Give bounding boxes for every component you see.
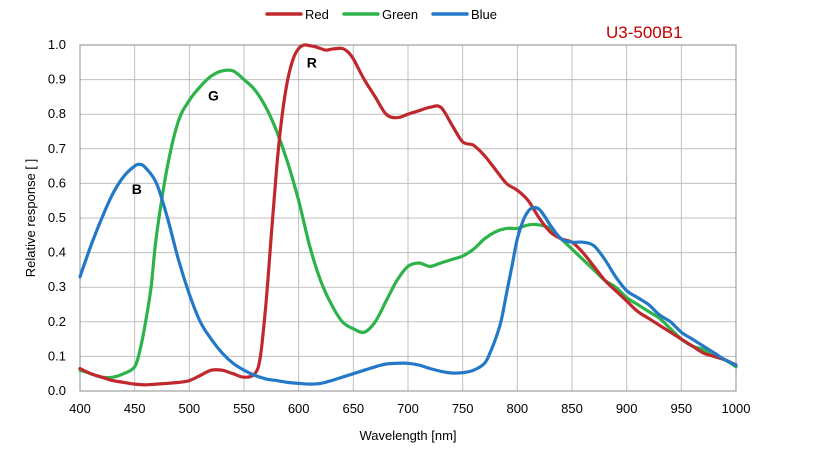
x-axis-label: Wavelength [nm] <box>359 428 456 443</box>
x-tick-label: 900 <box>616 401 638 416</box>
curve-label-green: G <box>208 87 219 103</box>
x-tick-label: 700 <box>397 401 419 416</box>
legend-label-red: Red <box>305 7 329 22</box>
x-tick-label: 850 <box>561 401 583 416</box>
series-line-blue <box>78 162 738 386</box>
y-tick-label: 0.2 <box>48 314 66 329</box>
x-tick-label: 400 <box>69 401 91 416</box>
y-axis-label: Relative response [ ] <box>23 159 38 278</box>
x-tick-label: 800 <box>506 401 528 416</box>
legend-label-green: Green <box>382 7 418 22</box>
y-tick-label: 0.4 <box>48 245 66 260</box>
chart-series <box>78 43 738 387</box>
x-tick-label: 450 <box>124 401 146 416</box>
y-tick-label: 0.9 <box>48 72 66 87</box>
x-tick-label: 500 <box>178 401 200 416</box>
chart-legend: Red Green Blue <box>265 7 497 22</box>
y-tick-label: 0.1 <box>48 348 66 363</box>
y-tick-label: 0.3 <box>48 279 66 294</box>
y-tick-label: 0.7 <box>48 141 66 156</box>
y-tick-label: 0.6 <box>48 175 66 190</box>
x-tick-label: 650 <box>342 401 364 416</box>
plot-border <box>79 44 737 392</box>
model-label: U3-500B1 <box>606 23 683 42</box>
series-line-red <box>78 43 738 387</box>
x-tick-label: 1000 <box>722 401 751 416</box>
x-tick-label: 950 <box>670 401 692 416</box>
curve-labels: R G B <box>132 54 317 196</box>
curve-label-blue: B <box>132 181 142 197</box>
x-tick-label: 600 <box>288 401 310 416</box>
y-tick-label: 0.8 <box>48 106 66 121</box>
x-tick-label: 750 <box>452 401 474 416</box>
x-axis-ticks: 400 450 500 550 600 650 700 750 800 850 900 950 1000 <box>69 401 750 416</box>
curve-label-red: R <box>307 54 317 70</box>
y-tick-label: 1.0 <box>48 37 66 52</box>
y-tick-label: 0.0 <box>48 383 66 398</box>
y-tick-label: 0.5 <box>48 210 66 225</box>
y-axis-ticks: 0.0 0.1 0.2 0.3 0.4 0.5 0.6 0.7 0.8 0.9 1.0 <box>48 37 66 398</box>
chart-gridlines <box>79 44 737 392</box>
legend-label-blue: Blue <box>471 7 497 22</box>
x-tick-label: 550 <box>233 401 255 416</box>
series-line-green <box>78 68 738 380</box>
